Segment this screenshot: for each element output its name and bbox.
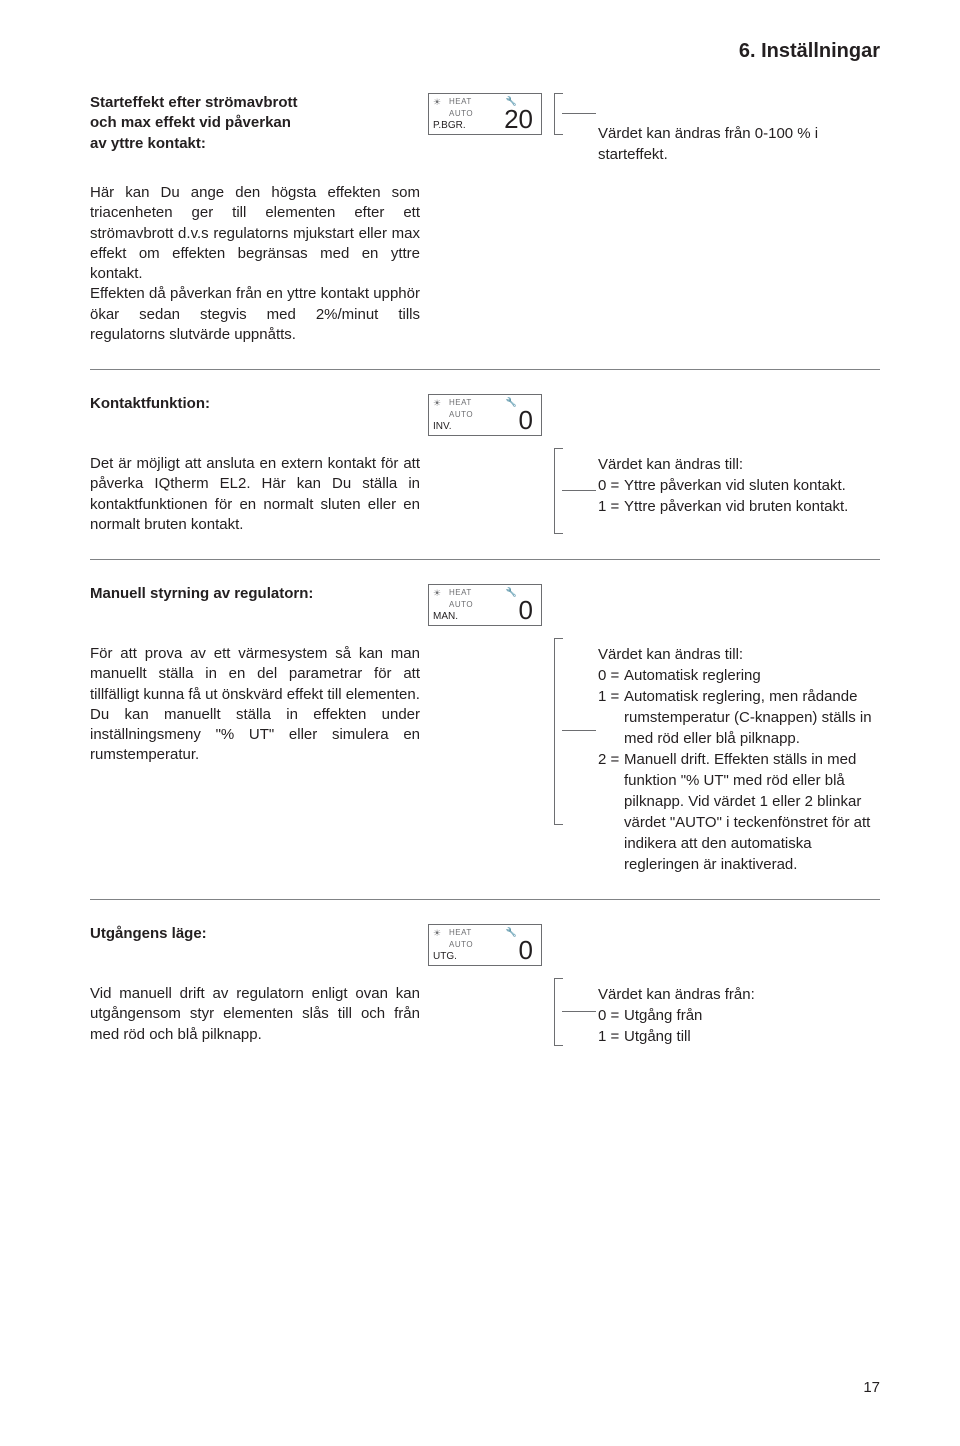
s4-right-heading: Värdet kan ändras från:	[598, 984, 880, 1005]
s3-body: För att prova av ett värmesystem så kan …	[90, 644, 420, 766]
sun-icon: ☀	[433, 97, 441, 108]
lcd-value: 0	[519, 935, 533, 966]
s1-right: Värdet kan ändras från 0-100 % i startef…	[598, 123, 880, 165]
lcd-label: UTG.	[433, 951, 457, 962]
lcd-display-man: ☀ HEAT 🔧 AUTO MAN. 0	[428, 584, 542, 626]
lcd-auto: AUTO	[449, 109, 473, 118]
list-item: 1 =Automatisk reglering, men rådande rum…	[598, 686, 880, 749]
page-header: 6. Inställningar	[90, 0, 880, 93]
list-item: 0 =Utgång från	[598, 1005, 880, 1026]
lcd-heat: HEAT	[449, 398, 472, 407]
wrench-icon: 🔧	[506, 397, 517, 408]
lcd-label: MAN.	[433, 611, 458, 622]
lcd-label: INV.	[433, 421, 452, 432]
list-item: 1 =Utgång till	[598, 1026, 880, 1047]
lcd-heat: HEAT	[449, 928, 472, 937]
lcd-value: 0	[519, 595, 533, 626]
s2-right-heading: Värdet kan ändras till:	[598, 454, 880, 475]
s1-title-line3: av yttre kontakt:	[90, 134, 420, 154]
lcd-display-pbgr: ☀ HEAT 🔧 AUTO P.BGR. 20	[428, 93, 542, 135]
s3-right-heading: Värdet kan ändras till:	[598, 644, 880, 665]
s1-title-line1: Starteffekt efter strömavbrott	[90, 93, 420, 113]
lcd-heat: HEAT	[449, 588, 472, 597]
lcd-value: 0	[519, 405, 533, 436]
lcd-display-inv: ☀ HEAT 🔧 AUTO INV. 0	[428, 394, 542, 436]
page-number: 17	[863, 1379, 880, 1396]
list-item: 2 =Manuell drift. Effekten ställs in med…	[598, 749, 880, 875]
lcd-heat: HEAT	[449, 97, 472, 106]
sun-icon: ☀	[433, 588, 441, 599]
sun-icon: ☀	[433, 928, 441, 939]
s1-title-line2: och max effekt vid påverkan	[90, 113, 420, 133]
s4-title: Utgångens läge:	[90, 925, 207, 942]
wrench-icon: 🔧	[506, 587, 517, 598]
sun-icon: ☀	[433, 398, 441, 409]
section-manuell: Manuell styrning av regulatorn: ☀ HEAT 🔧…	[90, 584, 880, 875]
lcd-auto: AUTO	[449, 410, 473, 419]
list-item: 0 =Automatisk reglering	[598, 665, 880, 686]
section-utgang: Utgångens läge: ☀ HEAT 🔧 AUTO UTG. 0 Vid…	[90, 924, 880, 1047]
wrench-icon: 🔧	[506, 927, 517, 938]
s1-body: Här kan Du ange den högsta effekten som …	[90, 183, 420, 345]
divider	[90, 559, 880, 560]
s2-body: Det är möjligt att ansluta en extern kon…	[90, 454, 420, 535]
lcd-value: 20	[504, 104, 533, 135]
s2-title: Kontaktfunktion:	[90, 395, 210, 412]
section-kontaktfunktion: Kontaktfunktion: ☀ HEAT 🔧 AUTO INV. 0 De…	[90, 394, 880, 535]
list-item: 1 =Yttre påverkan vid bruten kontakt.	[598, 496, 880, 517]
lcd-auto: AUTO	[449, 940, 473, 949]
list-item: 0 =Yttre påverkan vid sluten kontakt.	[598, 475, 880, 496]
lcd-label: P.BGR.	[433, 120, 466, 131]
s4-body: Vid manuell drift av regulatorn enligt o…	[90, 984, 420, 1045]
lcd-auto: AUTO	[449, 600, 473, 609]
lcd-display-utg: ☀ HEAT 🔧 AUTO UTG. 0	[428, 924, 542, 966]
divider	[90, 369, 880, 370]
section-starteffekt: Starteffekt efter strömavbrott och max e…	[90, 93, 880, 345]
s3-title: Manuell styrning av regulatorn:	[90, 585, 313, 602]
divider	[90, 899, 880, 900]
